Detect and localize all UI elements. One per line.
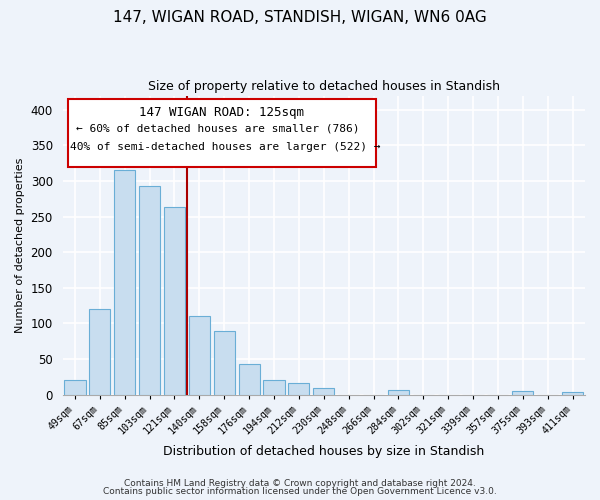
Bar xyxy=(512,391,533,394)
Bar xyxy=(263,380,284,394)
Text: Contains public sector information licensed under the Open Government Licence v3: Contains public sector information licen… xyxy=(103,487,497,496)
Bar xyxy=(313,388,334,394)
Bar xyxy=(562,392,583,394)
Bar xyxy=(189,316,210,394)
Title: Size of property relative to detached houses in Standish: Size of property relative to detached ho… xyxy=(148,80,500,93)
FancyBboxPatch shape xyxy=(68,98,376,168)
Text: Contains HM Land Registry data © Crown copyright and database right 2024.: Contains HM Land Registry data © Crown c… xyxy=(124,478,476,488)
X-axis label: Distribution of detached houses by size in Standish: Distribution of detached houses by size … xyxy=(163,444,484,458)
Bar xyxy=(64,380,86,394)
Text: 147 WIGAN ROAD: 125sqm: 147 WIGAN ROAD: 125sqm xyxy=(139,106,304,119)
Bar xyxy=(214,330,235,394)
Text: 147, WIGAN ROAD, STANDISH, WIGAN, WN6 0AG: 147, WIGAN ROAD, STANDISH, WIGAN, WN6 0A… xyxy=(113,10,487,25)
Bar xyxy=(289,382,310,394)
Text: ← 60% of detached houses are smaller (786): ← 60% of detached houses are smaller (78… xyxy=(76,124,359,134)
Text: 40% of semi-detached houses are larger (522) →: 40% of semi-detached houses are larger (… xyxy=(70,142,381,152)
Y-axis label: Number of detached properties: Number of detached properties xyxy=(15,158,25,333)
Bar xyxy=(388,390,409,394)
Bar xyxy=(164,208,185,394)
Bar xyxy=(89,309,110,394)
Bar xyxy=(139,186,160,394)
Bar xyxy=(239,364,260,394)
Bar xyxy=(114,170,136,394)
